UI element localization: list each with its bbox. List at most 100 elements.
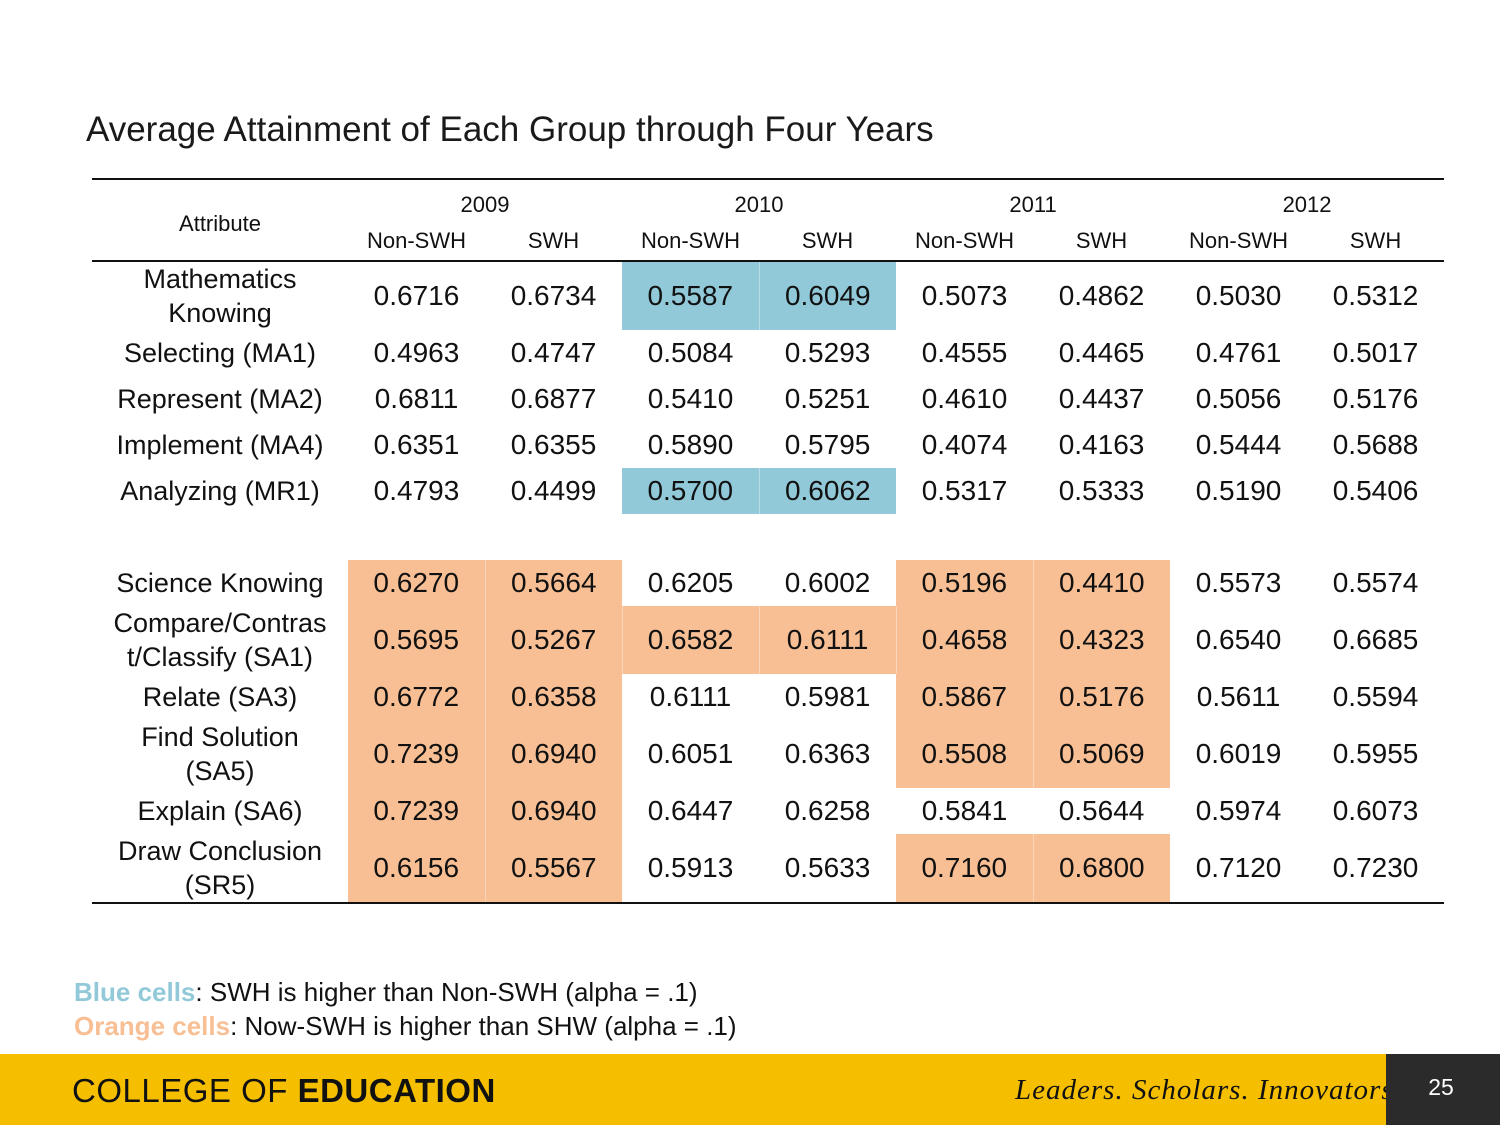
table-row: Compare/Contras t/Classify (SA1) 0.5695 0.5… [92, 606, 1444, 674]
table-row: Relate (SA3) 0.6772 0.6358 0.6111 0.5981 0.58… [92, 674, 1444, 720]
value-cell: 0.5795 [784, 429, 871, 460]
table-row: Selecting (MA1) 0.4963 0.4747 0.5084 0.5293 0… [92, 330, 1444, 376]
section-spacer-row [92, 514, 1444, 560]
value-cell: 0.6111 [649, 681, 732, 712]
table-row: Implement (MA4) 0.6351 0.6355 0.5890 0.5795 0… [92, 422, 1444, 468]
group-header: Non-SWH [641, 227, 741, 253]
value-cell: 0.5913 [647, 852, 734, 883]
year-header-row: Attribute 2009 2010 2011 2012 [92, 179, 1445, 236]
value-cell-orange: 0.5867 [896, 674, 1034, 720]
attribute-label: Mathematics Knowing [92, 261, 348, 330]
section-spacer [92, 514, 1444, 560]
value-cell: 0.6355 [510, 429, 597, 460]
table-row: Find Solution (SA5) 0.7239 0.6940 0.6051 0.63… [92, 720, 1444, 788]
value-cell: 0.5017 [1332, 337, 1419, 368]
value-cell: 0.6019 [1195, 738, 1282, 769]
group-header: SWH [801, 227, 854, 253]
legend-blue-label: Blue cells [74, 977, 196, 1007]
value-cell: 0.5594 [1332, 681, 1419, 712]
table-row: Draw Conclusion (SR5) 0.6156 0.5567 0.5913 0.… [92, 834, 1445, 903]
attribute-label: Analyzing (MR1) [92, 468, 348, 514]
value-cell: 0.4747 [510, 337, 597, 368]
value-cell: 0.5974 [1195, 795, 1282, 826]
value-cell-orange: 0.5695 [348, 606, 485, 674]
value-cell: 0.6447 [647, 795, 734, 826]
attribute-label-line: Science Knowing [116, 568, 324, 598]
value-cell: 0.7230 [1332, 852, 1419, 883]
value-cell-orange: 0.6940 [484, 720, 623, 788]
value-cell-orange: 0.4323 [1032, 606, 1171, 674]
table-body: Mathematics Knowing 0.6716 0.6734 0.5587 0.60… [92, 261, 1445, 903]
value-cell: 0.5312 [1332, 280, 1419, 311]
value-cell: 0.6811 [374, 383, 459, 414]
value-cell: 0.5981 [784, 681, 871, 712]
table-row: Analyzing (MR1) 0.4793 0.4499 0.5700 0.6062 0… [92, 468, 1444, 514]
value-cell: 0.5251 [784, 383, 871, 414]
page-number: 25 [1428, 1074, 1454, 1100]
attribute-label-line: Represent (MA2) [117, 384, 323, 414]
value-cell: 0.6205 [647, 567, 734, 598]
value-cell: 0.5633 [784, 852, 871, 883]
value-cell-orange: 0.6772 [348, 674, 485, 720]
value-cell: 0.4163 [1058, 429, 1145, 460]
value-cell-orange: 0.7160 [896, 834, 1034, 903]
table-row: Explain (SA6) 0.7239 0.6940 0.6447 0.6258 0.5… [92, 788, 1444, 834]
attribute-label-line: Find Solution [141, 722, 299, 752]
group-header: Non-SWH [366, 227, 466, 253]
value-cell-blue: 0.5700 [622, 468, 760, 514]
attribute-label: Relate (SA3) [92, 674, 348, 720]
value-cell-orange: 0.5567 [484, 834, 623, 903]
value-cell: 0.6363 [784, 738, 871, 769]
value-cell: 0.4761 [1195, 337, 1282, 368]
value-cell-orange: 0.4410 [1032, 560, 1171, 606]
value-cell: 0.6685 [1332, 624, 1419, 655]
value-cell: 0.6877 [510, 383, 597, 414]
value-cell: 0.6351 [373, 429, 460, 460]
color-legend: Blue cells: SWH is higher than Non-SWH (… [74, 975, 737, 1043]
table-row: Represent (MA2) 0.6811 0.6877 0.5410 0.5251 0… [92, 376, 1444, 422]
value-cell-orange: 0.6270 [348, 560, 485, 606]
value-cell-orange: 0.5176 [1032, 674, 1171, 720]
attribute-label-line: t/Classify (SA1) [126, 642, 314, 672]
value-cell: 0.7120 [1195, 852, 1282, 883]
value-cell: 0.4437 [1058, 383, 1145, 414]
value-cell-orange: 0.7239 [348, 788, 485, 834]
value-cell: 0.5444 [1195, 429, 1282, 460]
group-header: SWH [1075, 227, 1128, 253]
value-cell-orange: 0.5196 [896, 560, 1034, 606]
value-cell: 0.6073 [1332, 795, 1419, 826]
value-cell: 0.5611 [1196, 681, 1281, 712]
value-cell: 0.5293 [784, 337, 871, 368]
value-cell-orange: 0.6111 [758, 606, 897, 674]
page-number-box: 25 [1386, 1054, 1500, 1125]
value-cell: 0.4610 [921, 383, 1008, 414]
value-cell-orange: 0.6940 [484, 788, 623, 834]
value-cell: 0.6734 [510, 280, 597, 311]
table-row: Science Knowing 0.6270 0.5664 0.6205 0.6002 0… [92, 560, 1444, 606]
value-cell-orange: 0.5069 [1032, 720, 1171, 788]
legend-blue-line: Blue cells: SWH is higher than Non-SWH (… [74, 975, 737, 1009]
attribute-label-line: Selecting (MA1) [123, 338, 317, 368]
attribute-label-line: (SR5) [184, 870, 256, 900]
table-header: Attribute 2009 2010 2011 2012 Non-SWH SW… [92, 179, 1445, 261]
attribute-label: Represent (MA2) [92, 376, 348, 422]
value-cell: 0.4862 [1058, 280, 1145, 311]
group-header: SWH [1349, 227, 1402, 253]
value-cell: 0.6716 [373, 280, 460, 311]
attribute-label: Implement (MA4) [92, 422, 348, 468]
year-2010-header: 2010 [734, 191, 784, 217]
value-cell-orange: 0.6800 [1032, 834, 1171, 903]
attribute-label-line: (SA5) [185, 756, 255, 786]
year-2012-header: 2012 [1282, 191, 1332, 217]
value-cell: 0.4465 [1058, 337, 1145, 368]
attribute-label: Science Knowing [92, 560, 348, 606]
value-cell: 0.4499 [510, 475, 597, 506]
value-cell: 0.6002 [784, 567, 871, 598]
slide-title: Average Attainment of Each Group through… [86, 110, 934, 149]
attribute-label-line: Implement (MA4) [116, 430, 324, 460]
attribute-header: Attribute [179, 211, 261, 236]
group-header: SWH [527, 227, 580, 253]
value-cell: 0.6258 [784, 795, 871, 826]
year-2011-header: 2011 [1009, 191, 1057, 217]
attribute-label-line: Compare/Contras [113, 608, 327, 638]
